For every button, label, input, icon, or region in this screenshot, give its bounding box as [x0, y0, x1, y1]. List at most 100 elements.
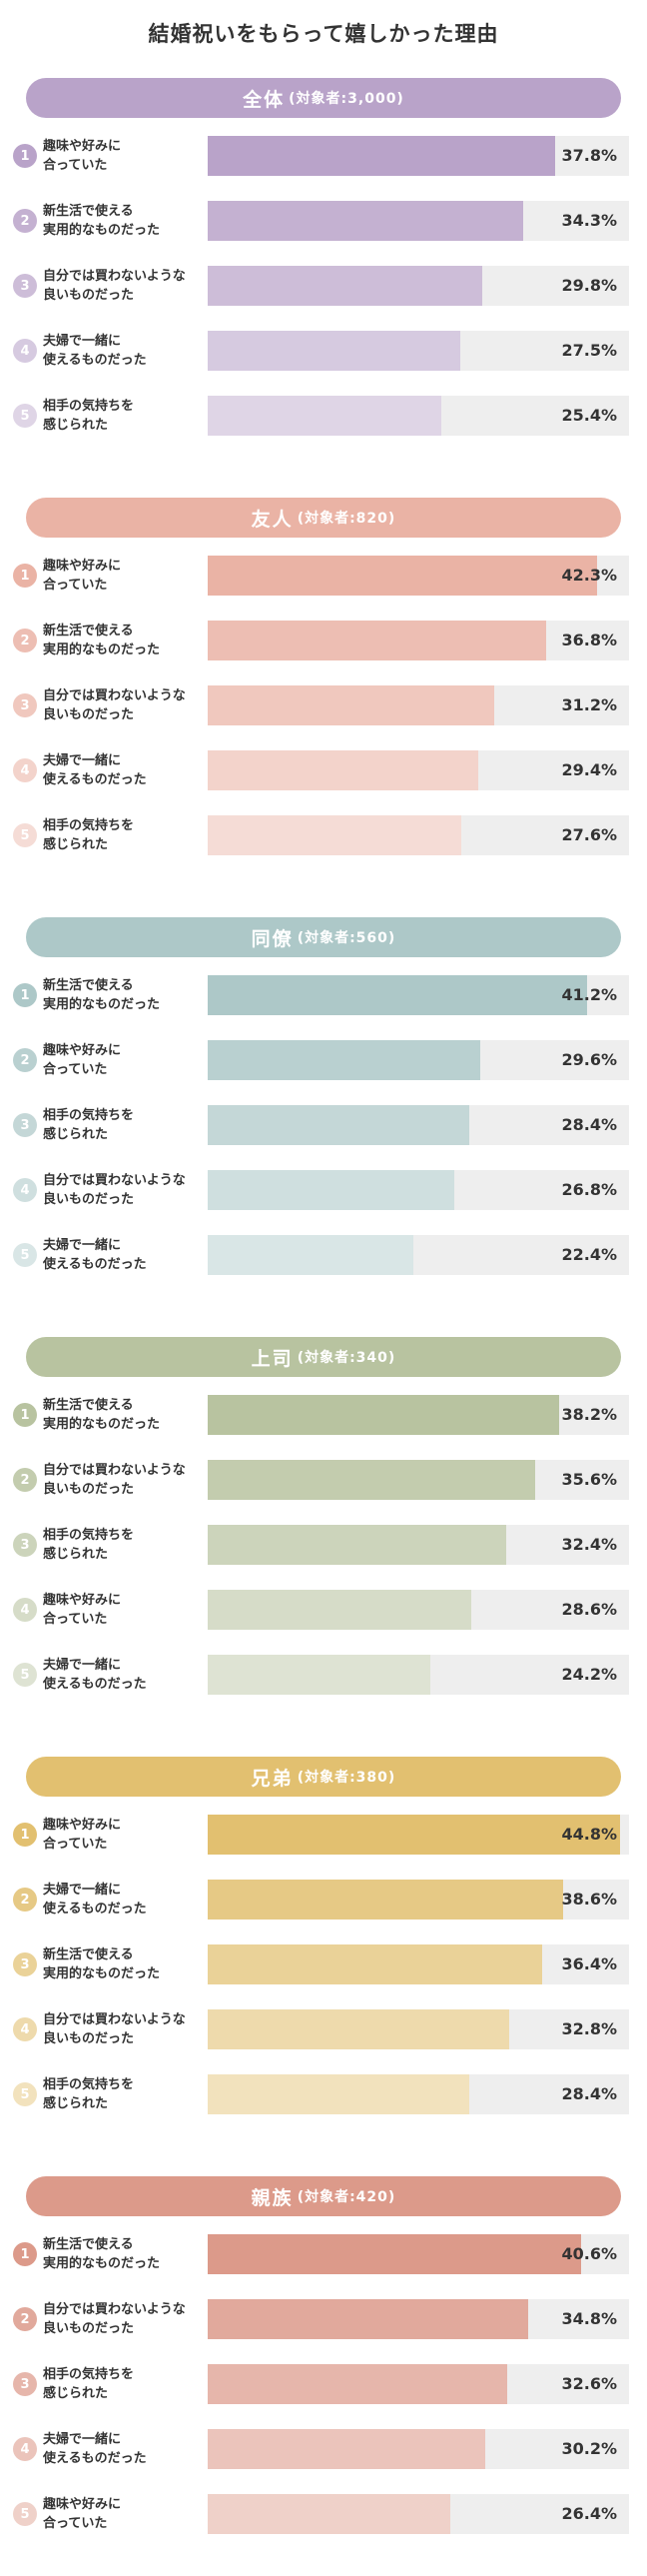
data-label: 24.2% [561, 1665, 617, 1684]
category-label: 新生活で使える 実用的なものだった [43, 1398, 161, 1432]
bar [208, 2299, 528, 2339]
data-label: 27.5% [561, 341, 617, 360]
group-name: 同僚 [251, 927, 294, 950]
bar-track: 31.2% [208, 685, 629, 725]
bar-row: 2 夫婦で一緒に 使えるものだった 38.6% [0, 1878, 647, 1924]
data-label: 22.4% [561, 1245, 617, 1264]
bar-track: 28.4% [208, 2074, 629, 2114]
category-label: 相手の気持ちを 感じられた [43, 2077, 135, 2111]
bar [208, 1944, 542, 1984]
bar-track: 22.4% [208, 1235, 629, 1275]
data-label: 25.4% [561, 406, 617, 425]
bar [208, 396, 441, 436]
group-name: 兄弟 [251, 1767, 294, 1790]
bar-row: 3 自分では買わないような 良いものだった 29.8% [0, 264, 647, 310]
rank-badge: 5 [13, 823, 37, 847]
bar [208, 1525, 506, 1565]
bar-track: 29.8% [208, 266, 629, 306]
data-label: 38.2% [561, 1405, 617, 1424]
bar [208, 1170, 454, 1210]
category-label: 自分では買わないような 良いものだった [43, 2012, 186, 2046]
bar-row: 4 趣味や好みに 合っていた 28.6% [0, 1588, 647, 1634]
group-name: 全体 [243, 88, 286, 111]
bar [208, 1235, 413, 1275]
chart-section: 全体 (対象者:3,000) 1 趣味や好みに 合っていた 37.8% 2 新生活で使える 実用… [0, 78, 647, 478]
bar-track: 28.4% [208, 1105, 629, 1145]
bar-track: 26.8% [208, 1170, 629, 1210]
bar-track: 25.4% [208, 396, 629, 436]
bar-row: 1 新生活で使える 実用的なものだった 38.2% [0, 1393, 647, 1439]
group-header: 上司 (対象者:340) [26, 1337, 621, 1377]
rank-badge: 1 [13, 2242, 37, 2266]
category-label: 趣味や好みに 合っていた [43, 139, 122, 173]
category-label: 趣味や好みに 合っていた [43, 559, 122, 593]
bar [208, 1040, 480, 1080]
bar [208, 815, 461, 855]
data-label: 38.6% [561, 1890, 617, 1909]
category-label: 夫婦で一緒に 使えるものだった [43, 1883, 147, 1917]
bar-row: 2 趣味や好みに 合っていた 29.6% [0, 1038, 647, 1084]
data-label: 32.8% [561, 2019, 617, 2038]
rank-badge: 2 [13, 1468, 37, 1492]
bar [208, 975, 587, 1015]
data-label: 32.6% [561, 2374, 617, 2393]
bar [208, 2009, 509, 2049]
chart-section: 親族 (対象者:420) 1 新生活で使える 実用的なものだった 40.6% 2 自分では買わ… [0, 2176, 647, 2576]
bar [208, 2494, 450, 2534]
rank-badge: 4 [13, 758, 37, 782]
category-label: 夫婦で一緒に 使えるものだった [43, 2432, 147, 2466]
group-name: 上司 [251, 1347, 294, 1370]
group-name: 親族 [251, 2186, 294, 2209]
bar [208, 331, 460, 371]
data-label: 26.8% [561, 1180, 617, 1199]
group-header: 親族 (対象者:420) [26, 2176, 621, 2216]
rank-badge: 4 [13, 1598, 37, 1622]
bar [208, 1105, 469, 1145]
data-label: 42.3% [561, 566, 617, 585]
category-label: 趣味や好みに 合っていた [43, 1593, 122, 1627]
rank-badge: 3 [13, 1113, 37, 1137]
bar-row: 2 新生活で使える 実用的なものだった 34.3% [0, 199, 647, 245]
category-label: 新生活で使える 実用的なものだった [43, 1947, 161, 1981]
bar-track: 32.8% [208, 2009, 629, 2049]
bar-row: 4 夫婦で一緒に 使えるものだった 27.5% [0, 329, 647, 375]
bar [208, 2074, 469, 2114]
rank-badge: 4 [13, 1178, 37, 1202]
rank-badge: 2 [13, 209, 37, 233]
respondent-count: (対象者:560) [297, 930, 396, 946]
data-label: 29.8% [561, 276, 617, 295]
bar-track: 36.8% [208, 621, 629, 660]
data-label: 28.6% [561, 1600, 617, 1619]
group-header: 兄弟 (対象者:380) [26, 1757, 621, 1797]
data-label: 28.4% [561, 1115, 617, 1134]
bar-row: 2 自分では買わないような 良いものだった 34.8% [0, 2297, 647, 2343]
bar-row: 5 相手の気持ちを 感じられた 27.6% [0, 813, 647, 859]
bar-track: 36.4% [208, 1944, 629, 1984]
data-label: 27.6% [561, 825, 617, 844]
chart-title: 結婚祝いをもらって嬉しかった理由 [148, 22, 499, 46]
data-label: 36.8% [561, 631, 617, 649]
rank-badge: 5 [13, 1663, 37, 1687]
rank-badge: 2 [13, 1888, 37, 1912]
rank-badge: 3 [13, 693, 37, 717]
bar [208, 1815, 620, 1855]
bar [208, 136, 555, 176]
bar-row: 1 趣味や好みに 合っていた 44.8% [0, 1813, 647, 1859]
category-label: 相手の気持ちを 感じられた [43, 1108, 135, 1142]
bar-row: 3 相手の気持ちを 感じられた 32.4% [0, 1523, 647, 1569]
rank-badge: 1 [13, 1823, 37, 1847]
data-label: 37.8% [561, 146, 617, 165]
bar-track: 32.4% [208, 1525, 629, 1565]
rank-badge: 1 [13, 983, 37, 1007]
bar-row: 2 新生活で使える 実用的なものだった 36.8% [0, 619, 647, 664]
bar-track: 42.3% [208, 556, 629, 596]
rank-badge: 4 [13, 339, 37, 363]
rank-badge: 5 [13, 2082, 37, 2106]
data-label: 36.4% [561, 1954, 617, 1973]
category-label: 自分では買わないような 良いものだった [43, 1173, 186, 1207]
data-label: 35.6% [561, 1470, 617, 1489]
bar-row: 3 新生活で使える 実用的なものだった 36.4% [0, 1942, 647, 1988]
bar-track: 35.6% [208, 1460, 629, 1500]
bar-row: 5 夫婦で一緒に 使えるものだった 22.4% [0, 1233, 647, 1279]
